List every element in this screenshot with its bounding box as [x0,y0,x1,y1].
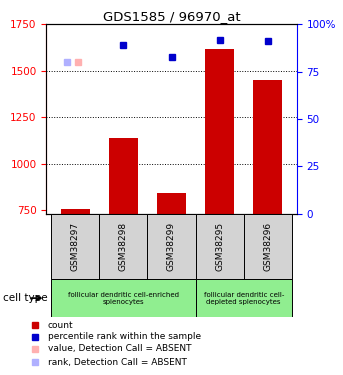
Text: GSM38297: GSM38297 [71,222,80,271]
Text: count: count [48,321,73,330]
Bar [157,194,186,214]
Text: follicular dendritic cell-
depleted splenocytes: follicular dendritic cell- depleted sple… [203,292,284,304]
Text: percentile rank within the sample: percentile rank within the sample [48,333,201,342]
Bar [196,279,292,317]
Text: GSM38299: GSM38299 [167,222,176,271]
Text: GSM38295: GSM38295 [215,222,224,271]
Bar [51,279,196,317]
Text: follicular dendritic cell-enriched
splenocytes: follicular dendritic cell-enriched splen… [68,292,179,304]
Bar [205,48,234,214]
Text: rank, Detection Call = ABSENT: rank, Detection Call = ABSENT [48,357,187,366]
Bar [253,80,282,214]
Bar [61,209,90,214]
Text: GSM38298: GSM38298 [119,222,128,271]
Title: GDS1585 / 96970_at: GDS1585 / 96970_at [103,10,240,23]
Bar [51,214,99,279]
Bar [99,214,147,279]
Text: cell type: cell type [3,293,48,303]
Bar [147,214,196,279]
Bar [196,214,244,279]
Text: value, Detection Call = ABSENT: value, Detection Call = ABSENT [48,345,191,354]
Text: GSM38296: GSM38296 [263,222,272,271]
Bar [244,214,292,279]
Bar [109,138,138,214]
